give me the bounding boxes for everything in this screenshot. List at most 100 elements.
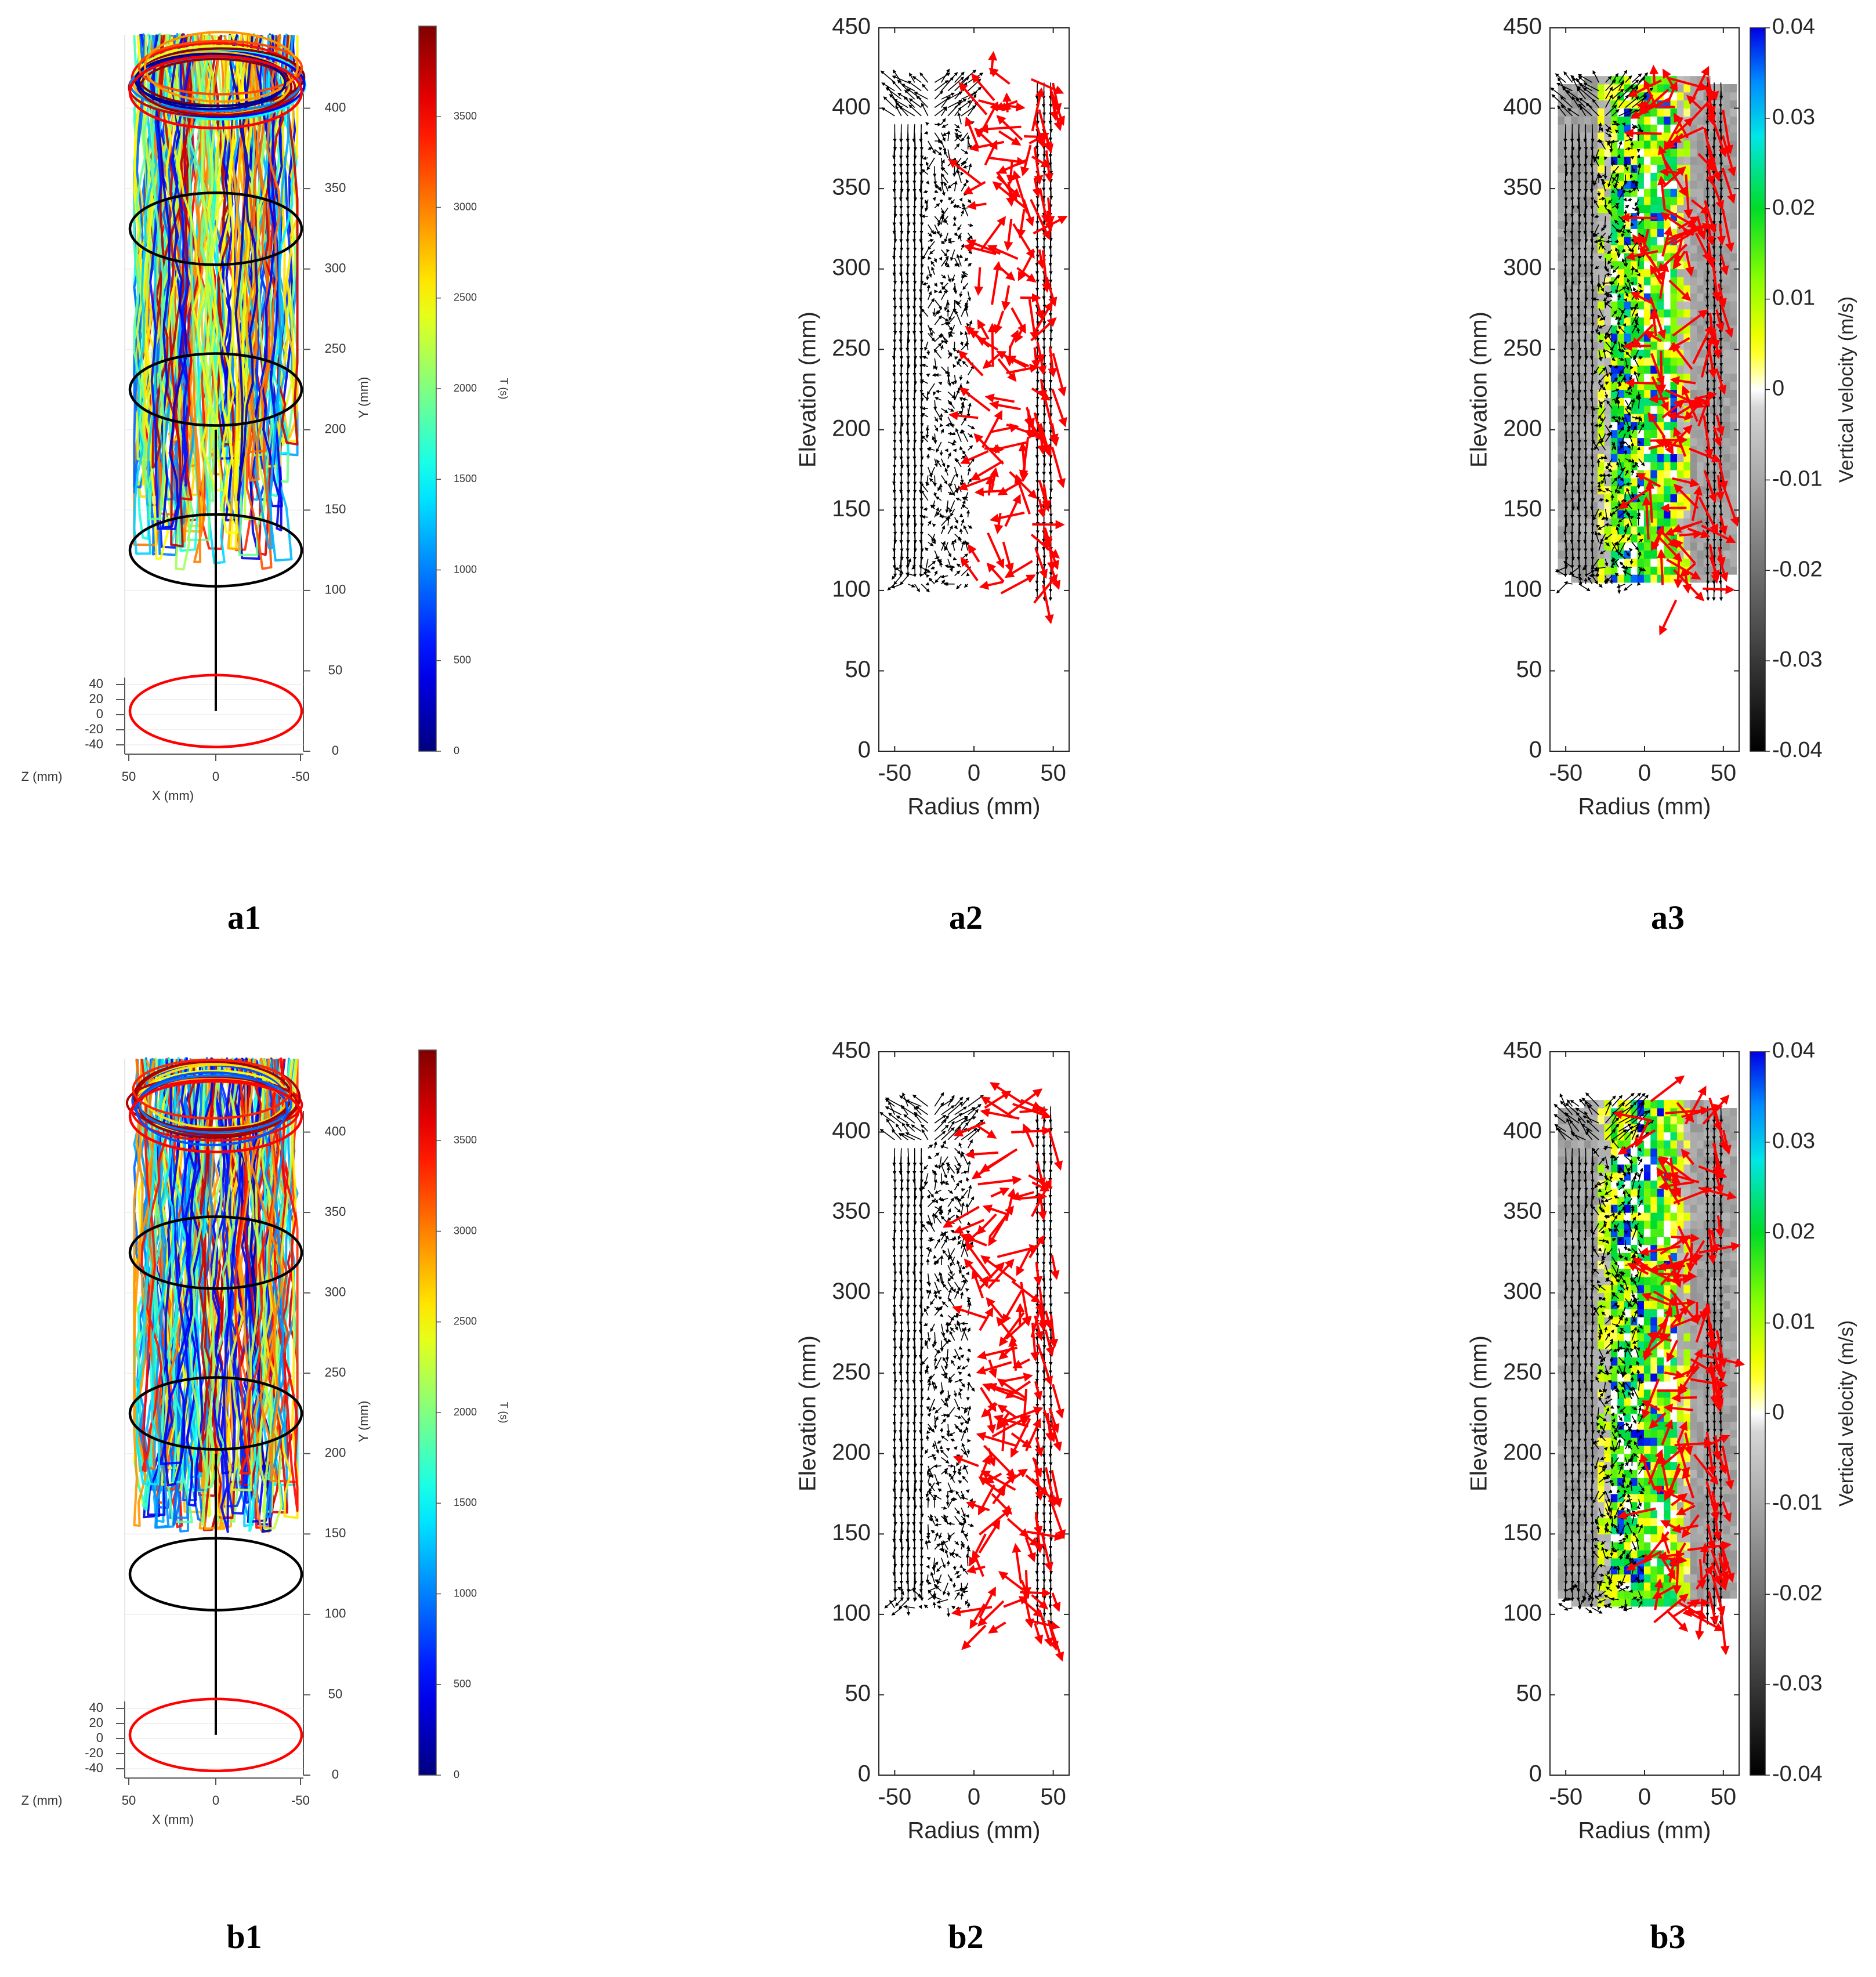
velocity-arrow — [941, 408, 948, 414]
heatmap-cell — [1650, 285, 1658, 294]
velocity-arrow — [961, 541, 965, 551]
heatmap-cell — [1730, 373, 1737, 382]
heatmap-cell — [1676, 494, 1684, 502]
velocity-arrow — [921, 1223, 929, 1232]
velocity-arrow — [944, 564, 955, 569]
velocity-arrow — [928, 1399, 935, 1413]
heatmap-cell — [1631, 454, 1638, 462]
velocity-arrow — [944, 1397, 949, 1401]
heatmap-cell — [1710, 301, 1717, 310]
velocity-arrow — [935, 1481, 941, 1485]
heatmap-cell — [1643, 429, 1651, 439]
velocity-arrow-red — [971, 73, 995, 102]
velocity-arrow — [925, 1540, 929, 1550]
heatmap-cell — [1683, 301, 1691, 310]
velocity-arrow — [934, 334, 943, 342]
heatmap-cell — [1624, 124, 1631, 133]
heatmap-cell — [1676, 100, 1684, 109]
velocity-arrow — [934, 1198, 939, 1204]
velocity-arrow — [961, 403, 965, 417]
velocity-arrow-red — [988, 67, 1011, 85]
heatmap-cell — [1723, 421, 1730, 430]
heatmap-cell — [1564, 116, 1571, 125]
velocity-arrow — [934, 397, 942, 401]
velocity-arrow — [929, 477, 935, 484]
velocity-arrow — [922, 356, 928, 360]
heatmap-cell — [1637, 140, 1645, 149]
velocity-arrow — [930, 1323, 935, 1333]
velocity-arrow — [932, 308, 936, 317]
heatmap-cell — [1730, 558, 1737, 567]
heatmap-cell — [1637, 558, 1645, 567]
heatmap-cell — [1637, 574, 1645, 583]
velocity-arrow — [927, 1215, 933, 1227]
velocity-arrow — [953, 439, 957, 444]
velocity-arrow-red — [1002, 541, 1014, 573]
velocity-arrow — [927, 291, 932, 300]
heatmap-cell — [1697, 277, 1704, 285]
heatmap-cell — [1697, 437, 1704, 446]
velocity-arrow-red — [968, 544, 980, 563]
velocity-arrow — [927, 1381, 932, 1391]
velocity-arrow — [959, 197, 963, 202]
heatmap-cell — [1598, 333, 1605, 342]
velocity-arrow — [962, 165, 968, 169]
heatmap-cell — [1558, 132, 1565, 141]
velocity-arrow-red — [979, 124, 1022, 134]
velocity-arrow-red — [1004, 219, 1013, 251]
heatmap-cell — [1664, 462, 1671, 470]
velocity-arrow-red — [1042, 584, 1054, 625]
y-tick-label: 350 — [325, 180, 346, 195]
heatmap-cell — [1657, 220, 1664, 229]
velocity-arrow-red — [1649, 64, 1659, 85]
heatmap-cell — [1676, 196, 1684, 205]
heatmap-cell — [1730, 140, 1737, 149]
velocity-arrow — [950, 199, 955, 205]
heatmap-cell — [1643, 309, 1651, 318]
heatmap-cell — [1650, 429, 1658, 439]
velocity-arrow — [941, 316, 949, 322]
heatmap-cell — [1624, 558, 1631, 567]
velocity-arrow — [934, 1214, 942, 1224]
velocity-arrow — [927, 1373, 935, 1383]
velocity-arrow — [934, 1238, 940, 1249]
velocity-arrow — [895, 1123, 902, 1132]
velocity-arrow — [967, 478, 972, 484]
velocity-arrow — [926, 454, 930, 459]
velocity-arrow — [892, 575, 896, 580]
heatmap-cell — [1730, 357, 1737, 366]
heatmap-cell — [1637, 156, 1645, 165]
velocity-arrow — [947, 1532, 955, 1538]
heatmap-cell — [1558, 229, 1565, 237]
velocity-arrow — [919, 199, 923, 218]
velocity-arrow — [944, 182, 948, 191]
colorbar-tick-label: 500 — [454, 654, 471, 666]
velocity-arrow — [957, 224, 962, 231]
heatmap-cell — [1643, 220, 1651, 229]
velocity-arrow — [903, 1605, 915, 1609]
heatmap-cell — [1697, 301, 1704, 310]
velocity-arrow — [929, 249, 935, 255]
heatmap-cell — [1558, 277, 1565, 285]
velocity-arrow-red — [1000, 574, 1036, 595]
heatmap-cell — [1617, 534, 1625, 543]
velocity-arrow — [941, 96, 950, 108]
heatmap-cell — [1664, 574, 1671, 583]
velocity-arrow — [947, 349, 951, 357]
heatmap-cell — [1617, 518, 1625, 527]
heatmap-cell — [1637, 414, 1645, 422]
heatmap-cell — [1697, 285, 1704, 294]
velocity-arrow — [926, 1565, 930, 1569]
heatmap-cell — [1657, 108, 1664, 117]
velocity-arrow — [954, 483, 958, 494]
heatmap-cell — [1730, 526, 1737, 535]
heatmap-cell — [1631, 550, 1638, 559]
velocity-arrow — [964, 257, 969, 262]
heatmap-cell — [1650, 172, 1658, 181]
velocity-arrow — [935, 184, 942, 192]
heatmap-cell — [1697, 477, 1704, 487]
velocity-arrow — [941, 1115, 950, 1124]
velocity-arrow — [937, 307, 942, 314]
velocity-arrow — [954, 1591, 960, 1600]
velocity-arrow — [921, 364, 929, 368]
